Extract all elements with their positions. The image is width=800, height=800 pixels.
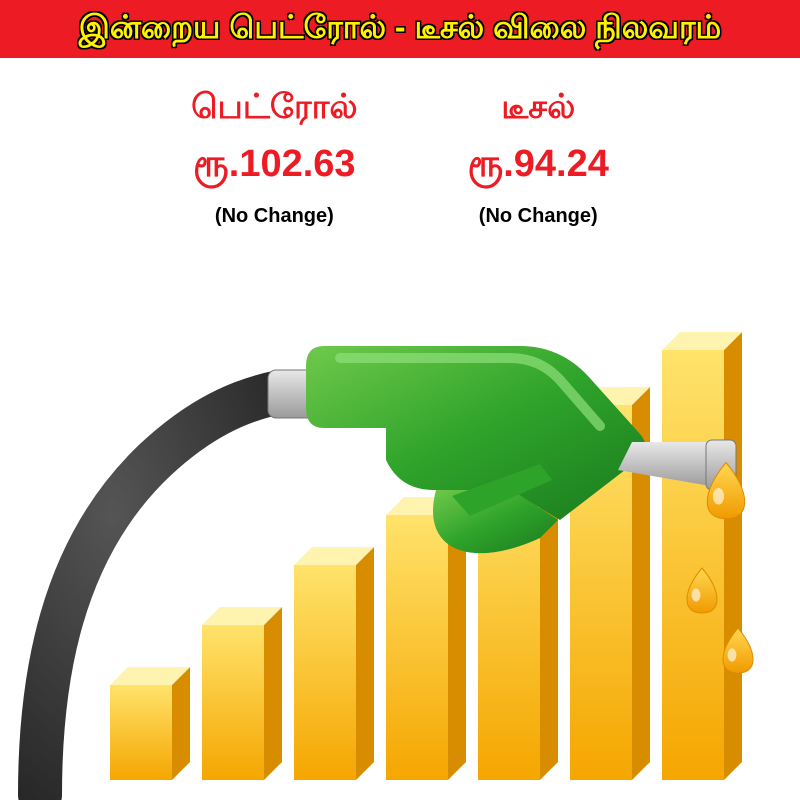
diesel-block: டீசல் ரூ.94.24 (No Change)	[468, 88, 609, 228]
petrol-block: பெட்ரோல் ரூ.102.63 (No Change)	[191, 88, 358, 228]
petrol-price: ரூ.102.63	[191, 143, 358, 191]
fuel-illustration	[0, 300, 800, 800]
petrol-label: பெட்ரோல்	[191, 88, 358, 131]
petrol-status: (No Change)	[191, 205, 358, 228]
prices-row: பெட்ரோல் ரூ.102.63 (No Change) டீசல் ரூ.…	[0, 88, 800, 228]
diesel-label: டீசல்	[468, 88, 609, 131]
header-title: இன்றைய பெட்ரோல் - டீசல் விலை நிலவரம்	[79, 9, 721, 50]
diesel-status: (No Change)	[468, 205, 609, 228]
header-banner: இன்றைய பெட்ரோல் - டீசல் விலை நிலவரம்	[0, 0, 800, 58]
diesel-price: ரூ.94.24	[468, 143, 609, 191]
